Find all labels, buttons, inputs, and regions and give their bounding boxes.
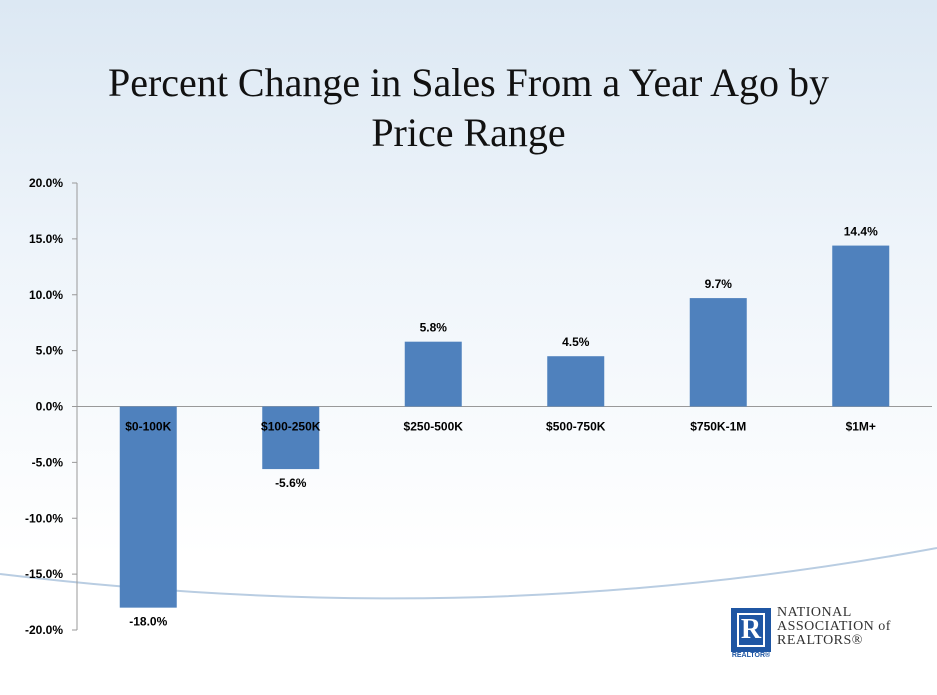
- chart-title-line1: Percent Change in Sales From a Year Ago …: [107, 60, 829, 105]
- bar: [119, 406, 177, 608]
- chart-title: Percent Change in Sales From a Year Ago …: [0, 58, 937, 158]
- y-tick-label: -10.0%: [25, 511, 63, 525]
- bar: [404, 341, 462, 407]
- y-tick-label: -20.0%: [25, 623, 63, 637]
- y-tick-label: 5.0%: [36, 344, 64, 358]
- bar: [832, 245, 890, 407]
- data-label: 4.5%: [562, 335, 590, 349]
- chart-title-line2: Price Range: [371, 110, 566, 155]
- nar-logo-line1: NATIONAL: [777, 605, 852, 620]
- x-tick-label: $500-750K: [546, 420, 606, 434]
- nar-logo-text: NATIONAL ASSOCIATION of REALTORS®: [777, 606, 891, 648]
- data-label: -18.0%: [129, 615, 167, 629]
- y-tick-label: 10.0%: [29, 288, 63, 302]
- bar: [689, 298, 747, 407]
- x-tick-label: $100-250K: [261, 420, 321, 434]
- bar: [262, 406, 320, 470]
- bar: [547, 356, 605, 407]
- data-label: -5.6%: [275, 476, 307, 490]
- realtor-logo-icon: R: [731, 608, 771, 652]
- data-label: 9.7%: [705, 277, 733, 291]
- data-label: 14.4%: [844, 225, 878, 239]
- data-label: 5.8%: [420, 321, 448, 335]
- y-tick-label: 0.0%: [36, 400, 64, 414]
- y-tick-label: -5.0%: [32, 455, 64, 469]
- y-tick-label: -15.0%: [25, 567, 63, 581]
- y-tick-label: 20.0%: [29, 176, 63, 190]
- x-tick-label: $750K-1M: [690, 420, 746, 434]
- nar-logo-line2: ASSOCIATION of: [777, 619, 891, 634]
- x-tick-label: $0-100K: [125, 420, 171, 434]
- realtor-logo-caption: REALTOR®: [731, 652, 771, 659]
- realtor-logo-letter: R: [737, 613, 765, 647]
- nar-logo-line3: REALTORS®: [777, 633, 863, 648]
- x-tick-label: $1M+: [846, 420, 876, 434]
- nar-logo: R REALTOR® NATIONAL ASSOCIATION of REALT…: [731, 606, 931, 662]
- y-tick-label: 15.0%: [29, 232, 63, 246]
- x-tick-label: $250-500K: [404, 420, 464, 434]
